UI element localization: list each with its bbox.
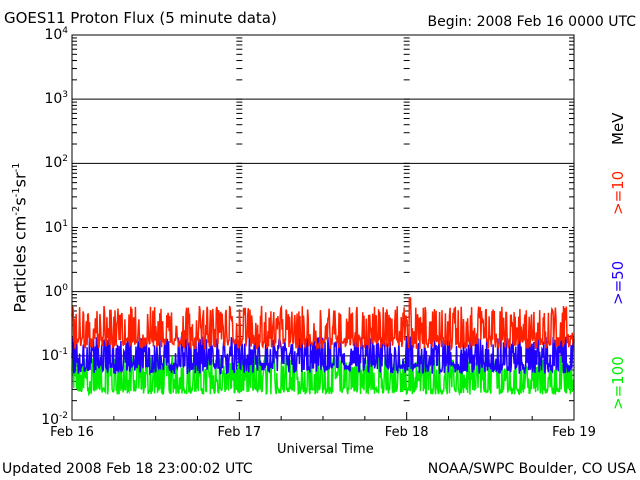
y-tick-label: 10-2 xyxy=(41,411,68,428)
chart-title: GOES11 Proton Flux (5 minute data) xyxy=(4,9,277,27)
x-tick-label: Feb 16 xyxy=(50,425,94,440)
x-tick-label: Feb 19 xyxy=(552,425,596,440)
y-tick-label: 103 xyxy=(44,90,68,108)
y-tick-label: 102 xyxy=(44,154,68,172)
legend-item: >=10 xyxy=(609,170,627,215)
x-axis-label: Universal Time xyxy=(277,442,374,457)
plot-frame xyxy=(71,34,575,421)
series-line-10 xyxy=(71,297,575,352)
legend-item: >=50 xyxy=(609,260,627,305)
x-tick-label: Feb 17 xyxy=(217,425,262,440)
legend-item: >=100 xyxy=(609,356,627,410)
x-tick-label: Feb 18 xyxy=(384,425,429,440)
updated-time: Updated 2008 Feb 18 23:00:02 UTC xyxy=(2,461,253,477)
y-tick-label: 101 xyxy=(44,218,68,236)
y-tick-label: 104 xyxy=(44,26,68,43)
legend-item: MeV xyxy=(609,112,627,145)
credit-text: NOAA/SWPC Boulder, CO USA xyxy=(427,461,636,477)
begin-time: Begin: 2008 Feb 16 0000 UTC xyxy=(427,14,636,30)
series-line-50 xyxy=(71,336,575,376)
y-tick-label: 100 xyxy=(44,282,68,300)
y-tick-label: 10-1 xyxy=(41,346,68,364)
